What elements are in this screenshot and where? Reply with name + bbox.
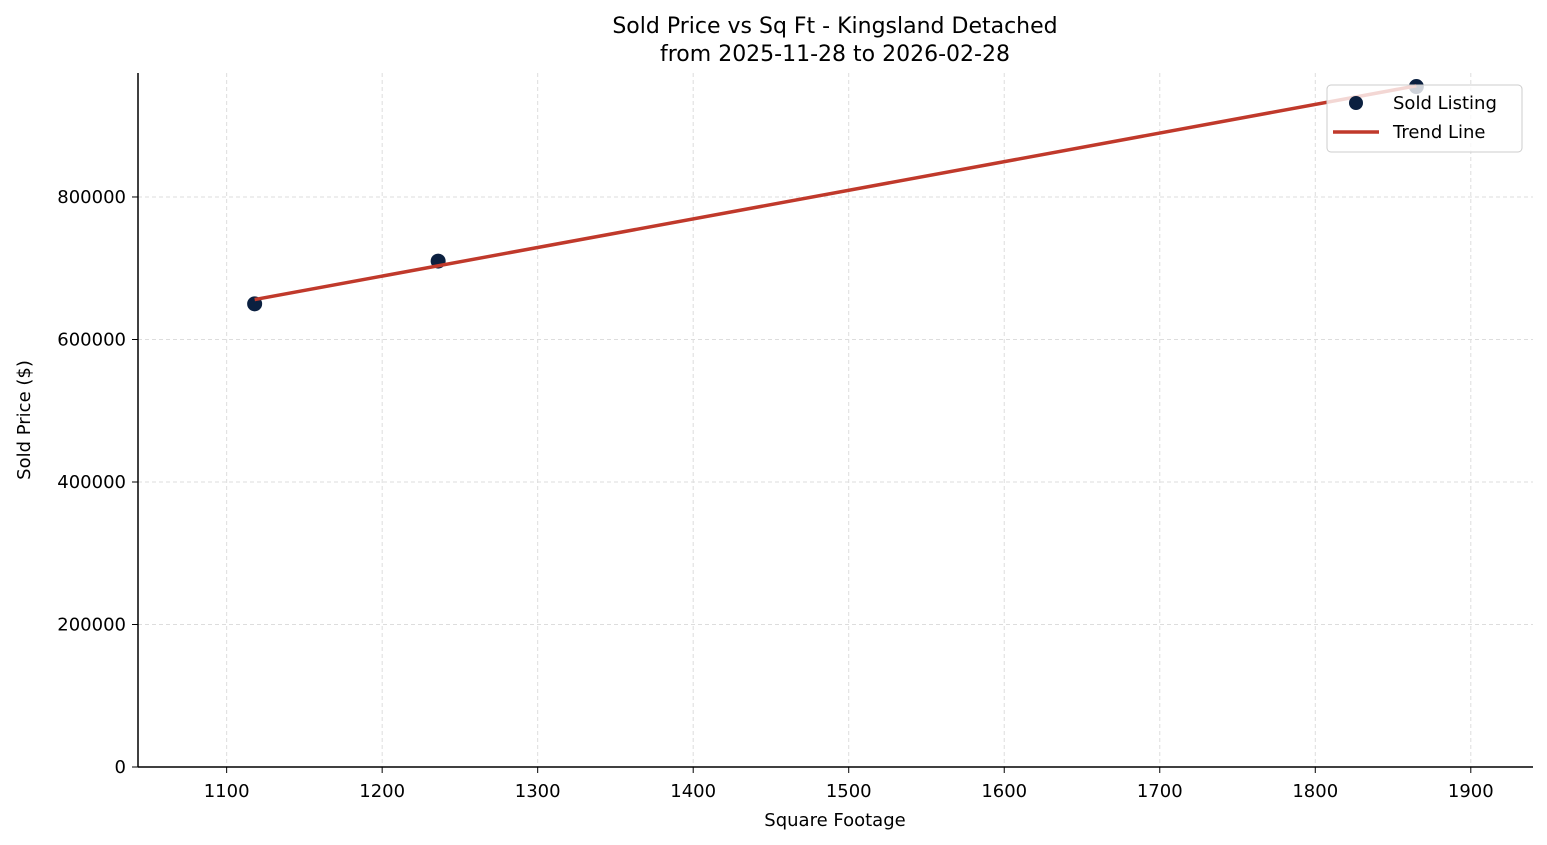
chart-subtitle: from 2025-11-28 to 2026-02-28 — [660, 42, 1010, 67]
y-tick-label: 400000 — [57, 472, 126, 493]
x-axis-label: Square Footage — [764, 810, 905, 831]
y-tick-label: 600000 — [57, 329, 126, 350]
x-tick-label: 1400 — [670, 781, 716, 802]
x-tick-label: 1200 — [359, 781, 405, 802]
legend-marker-sold-listing — [1349, 96, 1363, 110]
y-tick-label: 0 — [115, 757, 126, 778]
trend-line — [254, 84, 1417, 302]
grid — [138, 73, 1533, 767]
legend-box — [1326, 84, 1523, 153]
chart-title: Sold Price vs Sq Ft - Kingsland Detached — [612, 14, 1057, 39]
ticks: 1100 1200 1300 1400 1500 1600 1700 1800 1900 0 200… — [57, 187, 1493, 802]
x-tick-label: 1300 — [515, 781, 561, 802]
y-tick-label: 800000 — [57, 187, 126, 208]
marks — [247, 79, 1424, 312]
x-tick-label: 1900 — [1448, 781, 1494, 802]
y-axis-label: Sold Price ($) — [14, 360, 35, 480]
x-tick-label: 1800 — [1292, 781, 1338, 802]
y-tick-label: 200000 — [57, 614, 126, 635]
x-tick-label: 1100 — [204, 781, 250, 802]
legend-label-trend-line: Trend Line — [1392, 122, 1486, 143]
x-tick-label: 1700 — [1137, 781, 1183, 802]
x-tick-label: 1600 — [981, 781, 1027, 802]
legend: Sold Listing Trend Line — [1326, 84, 1523, 153]
legend-label-sold-listing: Sold Listing — [1393, 93, 1497, 114]
x-tick-label: 1500 — [826, 781, 872, 802]
